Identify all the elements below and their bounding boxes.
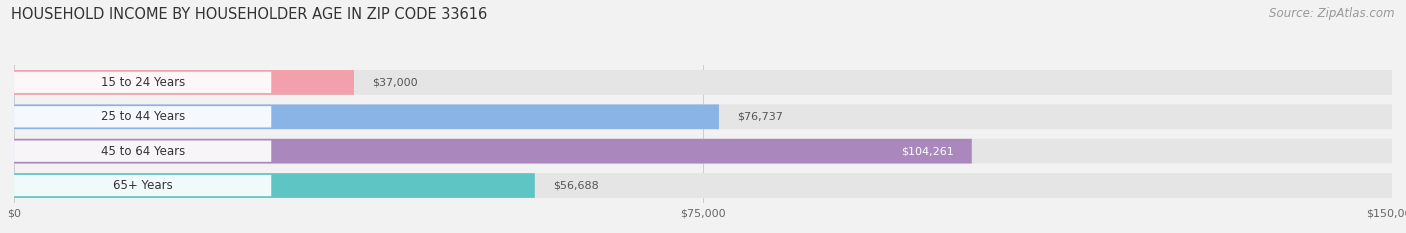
FancyBboxPatch shape xyxy=(14,139,1392,164)
Text: $56,688: $56,688 xyxy=(553,181,599,191)
FancyBboxPatch shape xyxy=(14,70,1392,95)
FancyBboxPatch shape xyxy=(14,104,1392,129)
FancyBboxPatch shape xyxy=(14,175,271,196)
Text: $76,737: $76,737 xyxy=(737,112,783,122)
Text: 15 to 24 Years: 15 to 24 Years xyxy=(101,76,184,89)
FancyBboxPatch shape xyxy=(14,173,1392,198)
Text: $37,000: $37,000 xyxy=(373,77,418,87)
FancyBboxPatch shape xyxy=(14,70,354,95)
Text: 45 to 64 Years: 45 to 64 Years xyxy=(101,145,184,158)
Text: 25 to 44 Years: 25 to 44 Years xyxy=(101,110,184,123)
FancyBboxPatch shape xyxy=(14,173,534,198)
FancyBboxPatch shape xyxy=(14,139,972,164)
Text: HOUSEHOLD INCOME BY HOUSEHOLDER AGE IN ZIP CODE 33616: HOUSEHOLD INCOME BY HOUSEHOLDER AGE IN Z… xyxy=(11,7,488,22)
FancyBboxPatch shape xyxy=(14,140,271,162)
Text: Source: ZipAtlas.com: Source: ZipAtlas.com xyxy=(1270,7,1395,20)
Text: $104,261: $104,261 xyxy=(901,146,953,156)
FancyBboxPatch shape xyxy=(14,106,271,127)
Text: 65+ Years: 65+ Years xyxy=(112,179,173,192)
FancyBboxPatch shape xyxy=(14,104,718,129)
FancyBboxPatch shape xyxy=(14,72,271,93)
